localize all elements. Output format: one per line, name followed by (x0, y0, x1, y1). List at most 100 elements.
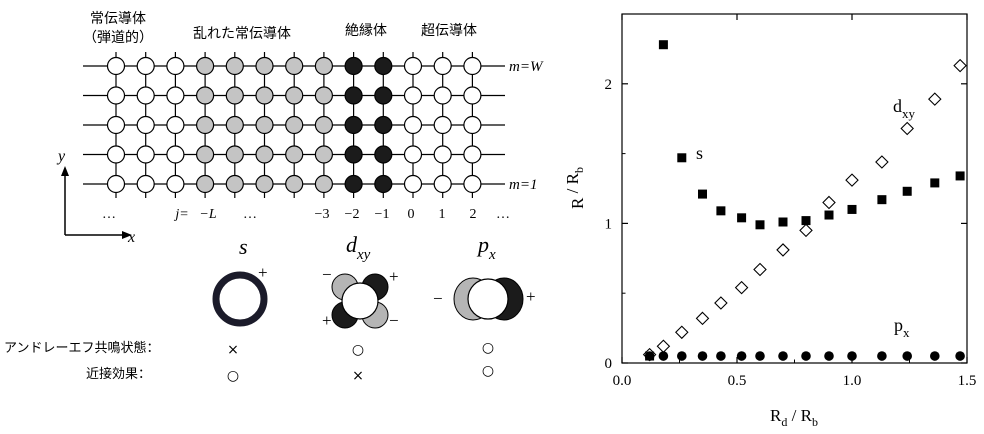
andreev-mark-px: ○ (482, 340, 494, 356)
lattice-site-super (433, 115, 452, 135)
lattice-site-disordered (225, 174, 244, 194)
point-dxy (675, 325, 689, 340)
point-px (801, 351, 811, 361)
x-tick-label: 0.5 (728, 373, 747, 389)
lattice-site-normal (136, 56, 155, 76)
lattice-site-insulator (344, 115, 363, 135)
lattice-site-disordered (196, 145, 215, 164)
x-tick-label: 0.0 (613, 373, 632, 389)
point-px (930, 351, 940, 361)
point-dxy (776, 243, 790, 257)
lattice-site-disordered (285, 56, 304, 76)
lattice-site-disordered (225, 115, 244, 135)
dxy-sign-lower-right: − (389, 311, 399, 330)
lattice-site-normal (166, 115, 185, 135)
y-axis-label: y (56, 148, 66, 165)
x-tick-label: 1.0 (843, 373, 862, 389)
proximity-mark-s: ○ (227, 368, 239, 384)
lattice-site-super (403, 174, 423, 194)
lattice-site-normal (166, 145, 185, 164)
lattice-site-insulator (374, 174, 393, 194)
site-index-minus-1: −1 (375, 207, 390, 222)
lattice-site-normal (166, 56, 185, 76)
point-dxy (875, 155, 889, 169)
site-index-0: 0 (408, 207, 415, 222)
andreev-mark-dxy: ○ (352, 342, 364, 358)
point-s (847, 204, 857, 214)
y-axis-title: R / Rb (563, 167, 587, 209)
point-px (755, 351, 765, 361)
y-tick-label: 2 (605, 77, 613, 93)
point-px (716, 351, 726, 361)
point-dxy (695, 311, 710, 326)
lattice-site-super (463, 56, 482, 76)
site-index-minus-L: −L (199, 207, 216, 222)
point-s (737, 213, 747, 223)
point-dxy (900, 121, 914, 136)
point-s (877, 195, 887, 205)
row-label-top: m=W (509, 59, 544, 75)
proximity-mark-px: ○ (482, 363, 494, 379)
lattice-site-disordered (314, 86, 333, 105)
point-px (877, 351, 887, 361)
point-s (698, 189, 707, 199)
lattice-site-super (463, 174, 482, 194)
point-s (902, 186, 912, 196)
point-s (801, 216, 811, 226)
x-axis-title: Rd / Rb (770, 406, 818, 429)
series-labels: s dxy px (696, 96, 916, 340)
lattice-site-normal (106, 115, 126, 135)
lattice-site-super (403, 56, 423, 76)
region-label-disordered: 乱れた常伝導体 (193, 26, 291, 42)
point-dxy (714, 296, 728, 310)
lattice-site-super (403, 145, 423, 164)
lattice-site-disordered (285, 86, 304, 105)
lattice-site-super (463, 86, 482, 105)
lattice-sites (106, 56, 482, 194)
dxy-center-circle (341, 282, 379, 320)
point-px (778, 351, 788, 361)
lattice-site-super (463, 115, 482, 135)
lattice-site-disordered (225, 56, 244, 76)
point-dxy (734, 280, 749, 295)
pairing-symmetry-panel: s dxy px + − + + − (4, 232, 536, 384)
site-index-minus-3: −3 (315, 207, 330, 222)
px-wave-diagram: − + (433, 277, 536, 321)
point-s (755, 220, 765, 230)
dxy-sign-upper-right: + (389, 267, 399, 286)
site-index-1: 1 (439, 207, 446, 222)
site-index-dots: … (496, 207, 510, 222)
lattice-site-super (433, 86, 452, 105)
lattice-site-normal (106, 56, 126, 76)
lattice-site-disordered (255, 56, 274, 76)
lattice-site-super (403, 115, 423, 135)
lattice-site-normal (136, 86, 155, 105)
lattice-site-normal (106, 145, 126, 164)
point-px (736, 351, 747, 361)
dxy-sign-lower-left: + (322, 311, 332, 330)
lattice-site-normal (166, 86, 185, 105)
point-s (716, 206, 726, 216)
point-dxy (953, 58, 967, 73)
lattice-site-disordered (314, 56, 333, 76)
lattice-site-disordered (255, 86, 274, 105)
property-label-andreev: アンドレーエフ共鳴状態： (4, 340, 159, 356)
property-label-proximity: 近接効果： (86, 366, 151, 382)
resistance-chart: 0.0 0.5 1.0 1.5 0 1 2 s dxy px R / Rb Rd / Rb (563, 13, 976, 429)
site-index-dots: … (102, 207, 116, 222)
point-px (644, 351, 655, 361)
s-wave-ring (212, 271, 268, 327)
lattice-site-disordered (314, 174, 333, 194)
point-s (658, 40, 668, 50)
lattice-site-disordered (255, 174, 274, 194)
site-index-prefix: j= (173, 207, 188, 222)
lattice-site-insulator (344, 86, 363, 105)
lattice-site-insulator (374, 145, 393, 164)
dxy-sign-upper-left: − (322, 265, 332, 284)
lattice-site-insulator (344, 56, 363, 76)
lattice-site-normal (136, 174, 155, 194)
px-sign-left: − (433, 289, 443, 308)
lattice-site-insulator (374, 56, 393, 76)
point-dxy (845, 173, 859, 187)
